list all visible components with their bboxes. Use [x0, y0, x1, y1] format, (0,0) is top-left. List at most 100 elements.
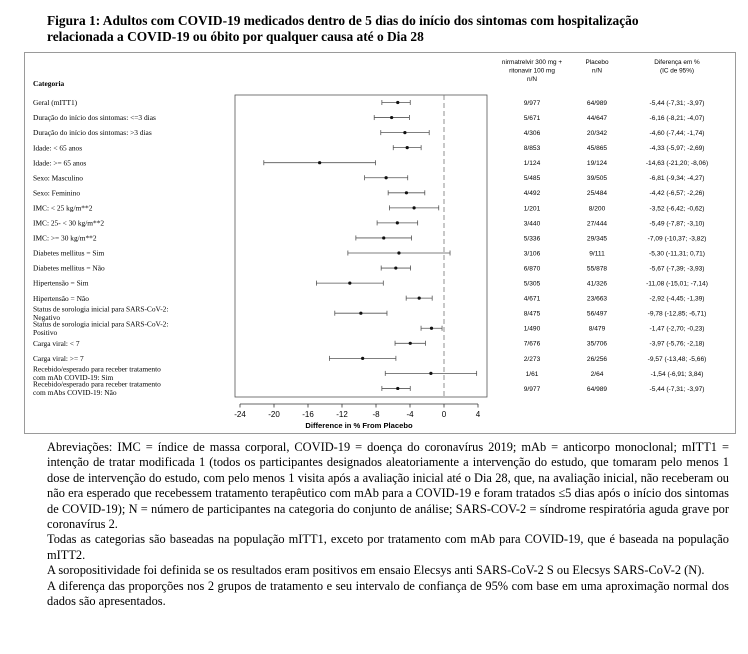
placebo-count: 26/256 — [587, 356, 608, 363]
placebo-count: 35/706 — [587, 341, 608, 348]
forest-plot-frame: Categoria nirmatrelvir 300 mg + ritonavir … — [24, 52, 736, 434]
difference-ci: -1,54 (-6,91; 3,84) — [651, 371, 704, 378]
x-axis-tick-label: -8 — [372, 410, 380, 419]
category-label: Positivo — [33, 328, 58, 337]
point-estimate — [405, 146, 409, 150]
placebo-count: 64/989 — [587, 100, 608, 107]
treatment-count: 8/475 — [524, 311, 541, 318]
placebo-count: 2/64 — [591, 371, 604, 378]
category-label: Geral (mITT1) — [33, 98, 78, 107]
point-estimate — [394, 266, 398, 270]
point-estimate — [384, 176, 388, 180]
difference-ci: -9,57 (-13,48; -5,66) — [648, 356, 707, 363]
category-label: Sexo: Feminino — [33, 188, 80, 197]
figure-title: Figura 1: Adultos com COVID-19 medicados… — [47, 13, 727, 45]
footnote-abbreviations: Abreviações: IMC = índice de massa corpo… — [47, 440, 729, 532]
treatment-count: 5/671 — [524, 115, 541, 122]
difference-ci: -4,33 (-5,97; -2,69) — [650, 145, 705, 152]
difference-ci: -2,92 (-4,45; -1,39) — [650, 296, 705, 303]
point-estimate — [382, 236, 386, 240]
treatment-count: 8/853 — [524, 145, 541, 152]
footnote-method: A diferença das proporções nos 2 grupos … — [47, 578, 729, 609]
category-label: IMC: < 25 kg/m**2 — [33, 203, 93, 212]
difference-ci: -9,78 (-12,85; -6,71) — [648, 311, 707, 318]
difference-ci: -5,67 (-7,39; -3,93) — [650, 265, 705, 272]
placebo-count: 27/444 — [587, 220, 608, 227]
category-label: Negativo — [33, 313, 60, 322]
x-axis-tick-label: 4 — [476, 410, 481, 419]
footnote-population: Todas as categorias são baseadas na popu… — [47, 532, 729, 562]
placebo-count: 39/505 — [587, 175, 608, 182]
difference-ci: -11,08 (-15,01; -7,14) — [646, 281, 708, 288]
placebo-column-header: Placebo — [585, 59, 609, 66]
category-label: Status de sorologia inicial para SARS-Co… — [33, 319, 168, 328]
treatment-count: 2/273 — [524, 356, 541, 363]
difference-ci: -14,63 (-21,20; -8,06) — [646, 160, 708, 167]
x-axis-title: Difference in % From Placebo — [305, 421, 413, 430]
category-label: Hipertensão = Não — [33, 294, 89, 303]
placebo-count: 19/124 — [587, 160, 608, 167]
x-axis-tick-label: -16 — [302, 410, 314, 419]
point-estimate — [395, 221, 399, 225]
treatment-count: 4/306 — [524, 130, 541, 137]
category-label: IMC: 25- < 30 kg/m**2 — [33, 219, 104, 228]
placebo-count: 44/647 — [587, 115, 608, 122]
placebo-count: 41/326 — [587, 281, 608, 288]
x-axis-tick-label: -12 — [336, 410, 348, 419]
category-label: Idade: >= 65 anos — [33, 158, 86, 167]
point-estimate — [417, 296, 421, 300]
x-axis-tick-label: -4 — [406, 410, 414, 419]
point-estimate — [390, 115, 394, 120]
point-estimate — [396, 386, 400, 391]
point-estimate — [318, 161, 322, 165]
point-estimate — [348, 281, 352, 285]
difference-ci: -5,44 (-7,31; -3,97) — [650, 100, 705, 107]
treatment-count: 4/492 — [524, 190, 541, 197]
difference-ci: -3,97 (-5,76; -2,18) — [650, 341, 705, 348]
category-label: Diabetes mellitus = Não — [33, 264, 105, 273]
x-axis-tick-label: -20 — [268, 410, 280, 419]
treatment-count: 4/671 — [524, 296, 541, 303]
plot-area-border — [234, 94, 488, 398]
point-estimate — [404, 191, 409, 195]
treatment-count: 9/977 — [524, 386, 541, 393]
category-label: Duração do início dos sintomas: >3 dias — [33, 128, 152, 137]
difference-ci: -5,30 (-11,31; 0,71) — [649, 250, 705, 257]
treatment-count: 1/201 — [524, 205, 541, 212]
treatment-count: 6/870 — [524, 265, 541, 272]
x-axis-tick-label: -24 — [234, 410, 246, 419]
placebo-count: 45/865 — [587, 145, 608, 152]
difference-column-header: (IC de 95%) — [660, 68, 694, 75]
point-estimate — [361, 356, 365, 360]
point-estimate — [359, 311, 363, 315]
treatment-column-header: ritonavir 100 mg — [509, 68, 555, 75]
difference-ci: -5,49 (-7,87; -3,10) — [650, 220, 705, 227]
category-label: com mAb COVID-19: Sim — [33, 373, 114, 382]
treatment-count: 3/106 — [524, 250, 541, 257]
placebo-count: 56/497 — [587, 311, 608, 318]
footnotes: Abreviações: IMC = índice de massa corpo… — [47, 440, 729, 609]
forest-plot: Categoria nirmatrelvir 300 mg + ritonavir … — [33, 59, 708, 430]
treatment-column-header: nirmatrelvir 300 mg + — [502, 59, 562, 66]
treatment-column-header: n/N — [527, 76, 537, 83]
treatment-count: 3/440 — [524, 220, 541, 227]
category-label: Duração do início dos sintomas: <=3 dias — [33, 113, 156, 122]
treatment-count: 9/977 — [524, 100, 541, 107]
point-estimate — [429, 371, 433, 375]
point-estimate — [396, 100, 400, 105]
difference-ci: -5,44 (-7,31; -3,97) — [650, 386, 705, 393]
x-axis-tick-label: 0 — [442, 410, 447, 419]
category-label: Status de sorologia inicial para SARS-Co… — [33, 304, 168, 313]
category-label: Diabetes mellitus = Sim — [33, 249, 105, 258]
point-estimate — [429, 326, 434, 330]
category-label: IMC: >= 30 kg/m**2 — [33, 234, 97, 243]
category-label: Carga viral: >= 7 — [33, 354, 84, 363]
category-label: Sexo: Masculino — [33, 173, 83, 182]
difference-ci: -4,60 (-7,44; -1,74) — [650, 130, 705, 137]
point-estimate — [403, 131, 407, 135]
treatment-count: 1/490 — [524, 326, 541, 333]
difference-ci: -4,42 (-6,57; -2,26) — [650, 190, 705, 197]
placebo-count: 8/479 — [589, 326, 606, 333]
difference-column-header: Diferença em % — [654, 59, 700, 66]
category-label: Recebido/esperado para receber tratament… — [33, 380, 161, 389]
